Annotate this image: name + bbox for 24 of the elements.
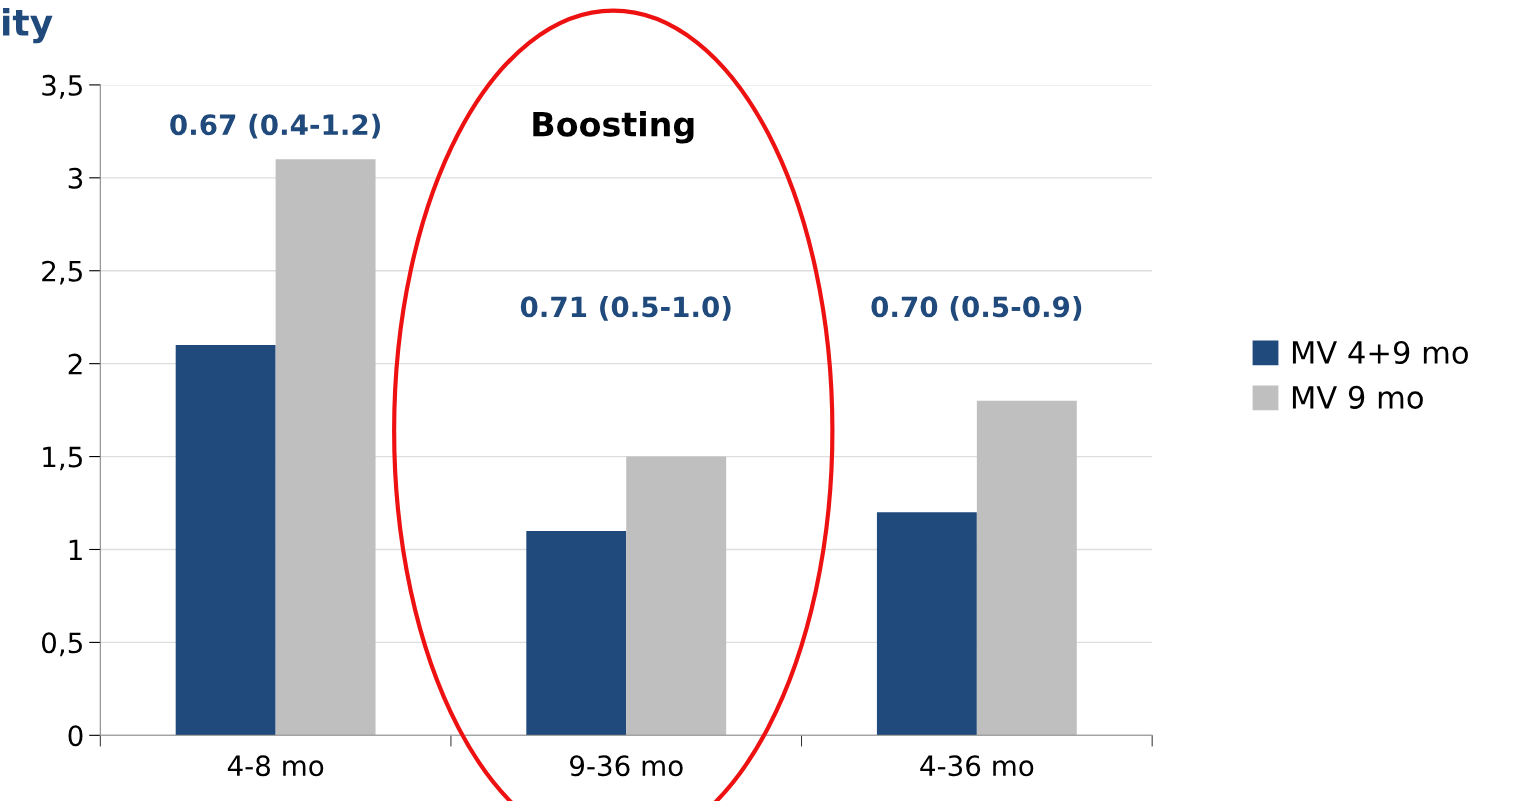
annotation: Boosting xyxy=(533,110,694,144)
y-axis-title: ity xyxy=(3,8,53,44)
annotation: 0.67 (0.4-1.2) xyxy=(170,113,381,139)
annotation: 0.71 (0.5-1.0) xyxy=(520,295,731,321)
x-tick-label: 4-36 mo xyxy=(920,755,1034,777)
bar xyxy=(626,456,727,736)
x-tick-label: 4-8 mo xyxy=(227,755,324,777)
y-tick-label: 1,5 xyxy=(43,446,82,471)
bar xyxy=(275,159,376,736)
y-tick-label: 1 xyxy=(69,539,82,561)
bar xyxy=(526,530,627,736)
y-tick-label: 3,5 xyxy=(42,74,82,99)
y-tick-label: 0,5 xyxy=(42,632,82,657)
legend-label: MV 4+9 mo xyxy=(1292,340,1468,365)
legend-label: MV 9 mo xyxy=(1292,385,1423,409)
bar xyxy=(876,512,977,736)
bar xyxy=(976,400,1077,736)
x-tick-label: 9-36 mo xyxy=(570,755,683,777)
y-tick-label: 0 xyxy=(68,725,83,747)
bar xyxy=(175,345,276,736)
y-tick-label: 3 xyxy=(68,167,83,189)
y-tick-label: 2,5 xyxy=(42,260,82,285)
y-tick-label: 2 xyxy=(68,353,82,375)
annotation: 0.70 (0.5-0.9) xyxy=(871,295,1082,321)
